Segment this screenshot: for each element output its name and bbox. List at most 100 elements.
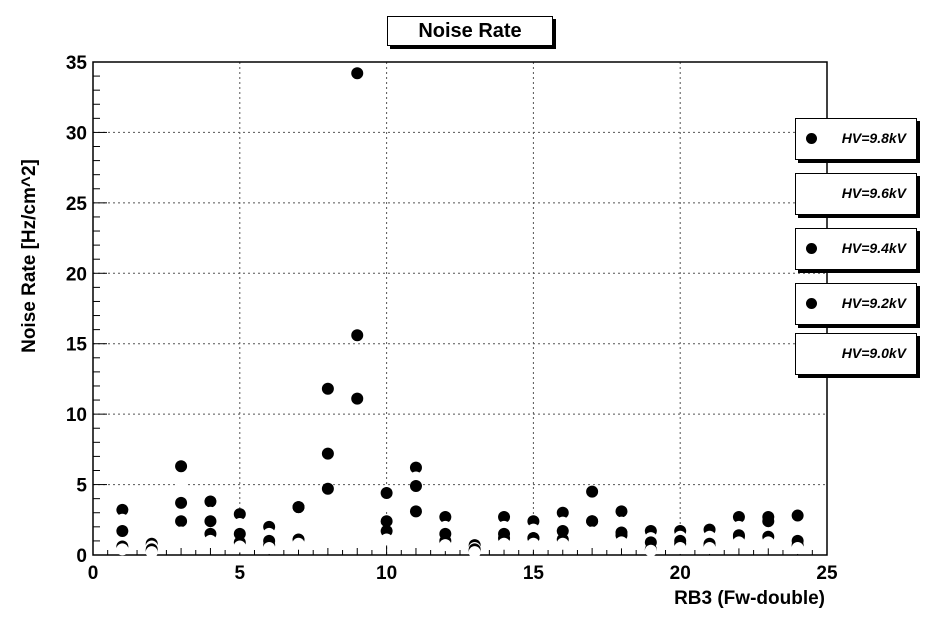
legend-label: HV=9.6kV [841, 185, 906, 201]
data-point [175, 496, 188, 509]
legend-marker [806, 188, 817, 199]
legend-label: HV=9.4kV [841, 240, 906, 256]
data-point [116, 543, 129, 556]
data-point [556, 516, 569, 529]
data-point [351, 450, 364, 463]
data-point [380, 499, 393, 512]
data-point [468, 546, 481, 559]
data-point [351, 392, 364, 405]
data-points [116, 67, 804, 559]
chart-title: Noise Rate [387, 16, 553, 46]
legend-marker [806, 133, 817, 144]
data-point [703, 541, 716, 554]
data-point [586, 485, 599, 498]
y-axis-label: Noise Rate [Hz/cm^2] [19, 159, 40, 353]
data-point [292, 501, 305, 514]
data-point [175, 460, 188, 473]
y-tick-label: 20 [66, 264, 87, 285]
x-axis-label: RB3 (Fw-double) [674, 588, 825, 609]
data-point [321, 447, 334, 460]
data-point [175, 526, 188, 539]
legend-label: HV=9.8kV [841, 130, 906, 146]
data-point [380, 525, 393, 538]
data-point [292, 537, 305, 550]
data-point [409, 505, 422, 518]
data-point [762, 515, 775, 528]
data-point [791, 541, 804, 554]
data-point [527, 523, 540, 536]
data-point [732, 520, 745, 533]
data-point [791, 522, 804, 535]
data-point [615, 505, 628, 518]
plot-frame [92, 61, 828, 556]
data-point [204, 515, 217, 528]
data-point [732, 536, 745, 549]
legend-marker [806, 298, 817, 309]
data-point [644, 544, 657, 557]
legend-marker [806, 243, 817, 254]
data-point [351, 329, 364, 342]
data-point [586, 515, 599, 528]
x-tick-label: 25 [816, 563, 838, 584]
y-tick-label: 25 [66, 194, 88, 215]
data-point [556, 525, 569, 538]
data-point [409, 471, 422, 484]
data-point [175, 515, 188, 528]
data-point [233, 540, 246, 553]
data-point [204, 495, 217, 508]
data-point [615, 516, 628, 529]
data-point [586, 526, 599, 539]
axis-ticks [92, 61, 828, 556]
legend-entry: HV=9.6kV [795, 173, 917, 215]
data-point [409, 479, 422, 492]
data-point [116, 525, 129, 538]
x-tick-label: 15 [523, 563, 545, 584]
grid-lines [93, 62, 827, 555]
y-tick-label: 5 [76, 476, 87, 497]
legend-entry: HV=9.2kV [795, 283, 917, 325]
data-point [145, 546, 158, 559]
data-point [380, 515, 393, 528]
data-point [380, 487, 393, 500]
data-point [409, 461, 422, 474]
y-tick-label: 30 [66, 123, 87, 144]
data-point [263, 541, 276, 554]
data-point [204, 506, 217, 519]
data-point [321, 503, 334, 516]
data-point [498, 537, 511, 550]
data-point [233, 508, 246, 521]
legend-entry: HV=9.4kV [795, 228, 917, 270]
data-point [409, 518, 422, 531]
data-point [351, 239, 364, 252]
data-point [527, 515, 540, 528]
legend-entry: HV=9.8kV [795, 118, 917, 160]
legend-marker [806, 348, 817, 359]
data-point [556, 506, 569, 519]
data-point [116, 503, 129, 516]
data-point [321, 422, 334, 435]
y-tick-label: 0 [76, 546, 87, 567]
data-point [204, 534, 217, 547]
data-point [175, 478, 188, 491]
legend-entry: HV=9.0kV [795, 333, 917, 375]
tick-labels: 0 5 10 15 20 25 0 5 10 15 20 25 30 35 [66, 53, 838, 584]
data-point [586, 499, 599, 512]
data-point [615, 536, 628, 549]
data-point [498, 510, 511, 523]
data-point [762, 536, 775, 549]
data-point [351, 67, 364, 80]
data-point [556, 537, 569, 550]
data-point [321, 482, 334, 495]
data-point [292, 518, 305, 531]
data-point [321, 382, 334, 395]
legend-label: HV=9.2kV [841, 295, 906, 311]
y-tick-label: 15 [66, 335, 88, 356]
data-point [380, 533, 393, 546]
x-tick-label: 10 [376, 563, 397, 584]
x-tick-label: 0 [88, 563, 99, 584]
data-point [439, 539, 452, 552]
data-point [791, 509, 804, 522]
y-tick-label: 10 [66, 405, 87, 426]
data-point [116, 513, 129, 526]
